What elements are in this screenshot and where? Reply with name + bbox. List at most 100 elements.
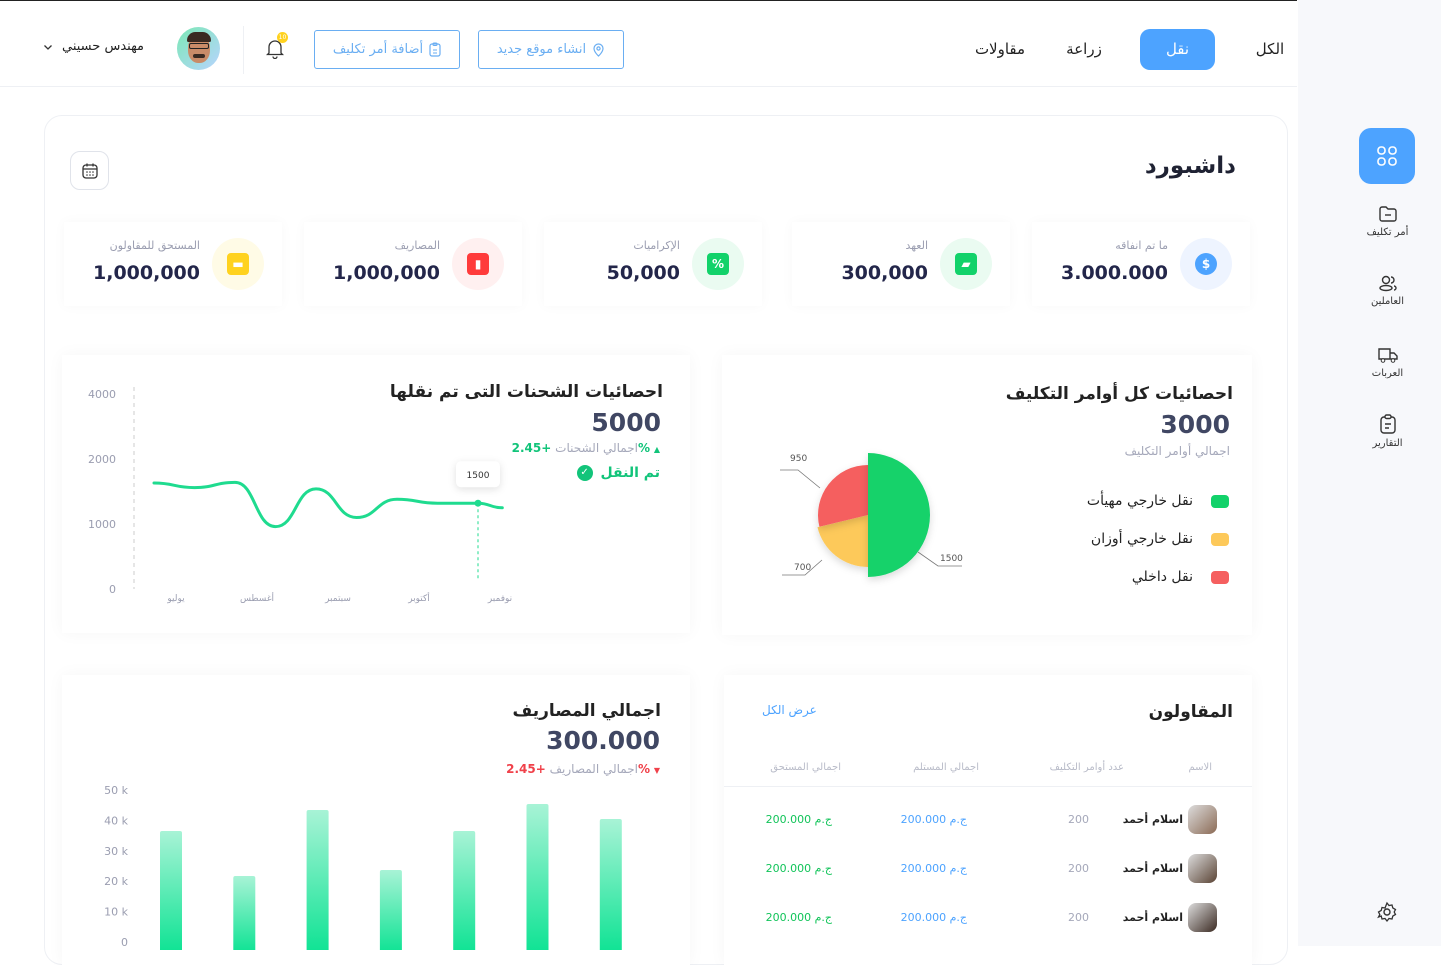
expenses-total: 300.000	[546, 726, 660, 755]
sidebar-item-vehicles[interactable]: العربات	[1316, 346, 1441, 379]
sidebar-item-label: أمر تكليف	[1366, 227, 1409, 238]
contractor-name: اسلام أحمد	[1122, 813, 1183, 826]
stat-card: $ ما تم انفاقه 3.000.000	[1032, 222, 1250, 306]
tab-contracting[interactable]: مقاولات	[974, 40, 1026, 58]
sidebar-item-reports[interactable]: التقارير	[1316, 414, 1441, 449]
sidebar-dashboard-button[interactable]	[1359, 128, 1415, 184]
pie-data-label: 950	[790, 454, 807, 464]
x-tick-label: يوليو	[166, 594, 185, 604]
bar	[306, 810, 329, 950]
bar	[599, 819, 622, 950]
notifications-button[interactable]: 10	[265, 32, 288, 63]
data-point[interactable]	[474, 499, 482, 507]
column-header-due: اجمالي المستحق	[770, 762, 841, 773]
y-tick-label: 40 k	[104, 814, 128, 827]
contractors-panel	[724, 675, 1252, 965]
bar	[160, 831, 182, 950]
chevron-down-icon[interactable]	[43, 44, 53, 51]
column-header-orders: عدد أوامر التكليف	[1049, 762, 1124, 773]
orders-subtitle: اجمالي أوامر التكليف	[1124, 444, 1230, 458]
sidebar-item-workers[interactable]: العاملين	[1316, 274, 1441, 307]
clipboard-icon	[1379, 414, 1396, 434]
contractor-due: 200.000 ج.م	[765, 911, 832, 924]
pie-label-leader	[917, 551, 962, 567]
shipments-legend: ✓ تم النقل	[576, 465, 660, 481]
view-all-link[interactable]: عرض الكل	[762, 703, 817, 717]
contractor-avatar	[1188, 854, 1217, 883]
sidebar-item-orders[interactable]: أمر تكليف	[1316, 205, 1441, 238]
contractor-avatar	[1188, 805, 1217, 834]
top-header: الكل نقل زراعة مقاولات انشاء موقع جديد أ…	[0, 0, 1297, 87]
tooltip-value: 1500	[467, 471, 490, 481]
new-site-label: انشاء موقع جديد	[496, 42, 587, 57]
expenses-subtitle-row: اجمالي المصاريف +2.45% ▼	[506, 762, 660, 776]
x-tick-label: سبتمبر	[324, 594, 351, 604]
y-tick-label: 2000	[88, 453, 116, 466]
column-header-name: الاسم	[1188, 762, 1212, 773]
contractor-orders: 200	[1068, 862, 1089, 875]
expenses-change: +2.45%	[506, 762, 651, 776]
shipments-total: 5000	[591, 408, 661, 437]
new-site-button[interactable]: انشاء موقع جديد	[478, 30, 624, 69]
stat-card: ▬ المستحق للمقاولون 1,000,000	[64, 222, 282, 306]
stat-icon-circle: ▮	[452, 238, 504, 290]
user-avatar[interactable]	[177, 27, 220, 70]
pie-legend-item: نقل داخلي	[1132, 569, 1229, 585]
contractor-orders: 200	[1068, 911, 1089, 924]
contractor-due: 200.000 ج.م	[765, 813, 832, 826]
contractor-name: اسلام أحمد	[1122, 911, 1183, 924]
bell-icon	[265, 40, 285, 60]
sidebar-item-label: العربات	[1371, 368, 1404, 379]
folder-icon	[1378, 206, 1397, 222]
clipboard-icon	[429, 42, 441, 57]
stat-value: 50,000	[606, 262, 680, 284]
bar	[526, 804, 549, 950]
pie-slice-internal	[818, 465, 868, 527]
pie-data-label: 1500	[940, 554, 963, 564]
tab-transport[interactable]: نقل	[1140, 29, 1215, 70]
y-tick-label: 0	[109, 583, 116, 596]
stat-label: الإكراميات	[633, 239, 680, 252]
shipments-change: +2.45%	[511, 441, 651, 455]
y-tick-label: 50 k	[104, 784, 128, 797]
stat-card: ▮ المصاريف 1,000,000	[304, 222, 522, 306]
wallet-icon: ▰	[955, 253, 977, 275]
divider	[243, 26, 244, 74]
expenses-subtitle: اجمالي المصاريف	[549, 762, 638, 776]
user-name[interactable]: مهندس حسيني	[62, 39, 145, 54]
legend-label: نقل داخلي	[1131, 569, 1193, 585]
calendar-icon	[81, 163, 98, 179]
add-order-label: أضافة أمر تكليف	[332, 42, 424, 57]
column-header-received: اجمالي المستلم	[913, 762, 979, 773]
tab-agriculture[interactable]: زراعة	[1066, 40, 1102, 58]
truck-icon	[1377, 348, 1398, 363]
briefcase-icon: ▬	[227, 253, 249, 275]
contractor-received: 200.000 ج.م	[900, 862, 967, 875]
settings-gear-icon[interactable]	[1376, 901, 1398, 923]
calendar-button[interactable]	[70, 151, 109, 190]
stat-value: 300,000	[841, 262, 928, 284]
dollar-icon: $	[1195, 253, 1217, 275]
sidebar-item-label: التقارير	[1372, 438, 1403, 449]
pie-label-leader	[780, 469, 821, 489]
contractors-title: المقاولون	[1148, 702, 1233, 722]
add-order-button[interactable]: أضافة أمر تكليف	[314, 30, 460, 69]
tab-all[interactable]: الكل	[1255, 40, 1285, 58]
bar	[379, 870, 402, 950]
contractor-due: 200.000 ج.م	[765, 862, 832, 875]
pie-data-label: 700	[794, 563, 811, 573]
sidebar-item-label: العاملين	[1371, 296, 1404, 307]
grid-icon	[1377, 146, 1397, 166]
receipt-icon: ▮	[467, 253, 489, 275]
pie-slice-weights	[817, 515, 868, 567]
stat-label: المصاريف	[394, 239, 440, 252]
divider	[724, 786, 1252, 787]
legend-swatch	[1211, 532, 1229, 546]
stat-label: ما تم انفاقه	[1115, 239, 1168, 252]
stat-label: العهد	[905, 239, 928, 252]
stat-label: المستحق للمقاولون	[109, 239, 200, 252]
arrow-down-icon: ▼	[653, 766, 660, 775]
stat-icon-circle: %	[692, 238, 744, 290]
contractor-received: 200.000 ج.م	[900, 911, 967, 924]
y-tick-label: 30 k	[104, 845, 128, 858]
